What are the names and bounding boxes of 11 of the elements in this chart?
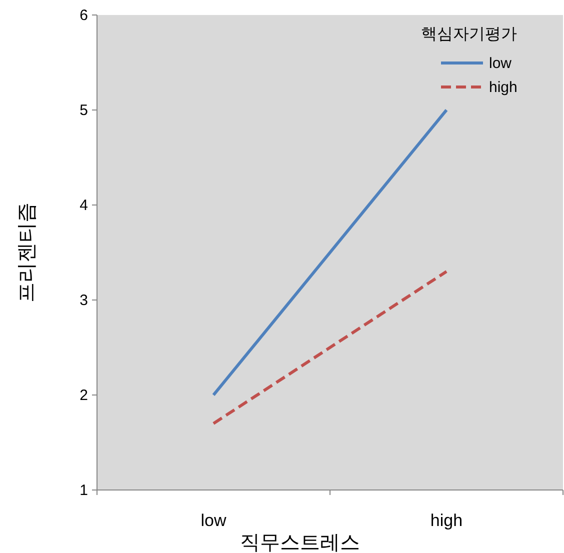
legend-title: 핵심자기평가 bbox=[421, 26, 517, 43]
x-axis-title: 직무스트레스 bbox=[240, 532, 360, 553]
legend-label: low bbox=[489, 55, 512, 72]
y-tick-label: 6 bbox=[80, 7, 88, 24]
y-tick-label: 5 bbox=[80, 102, 88, 119]
y-axis-title: 프리젠티즘 bbox=[16, 202, 38, 302]
y-tick-label: 2 bbox=[80, 387, 88, 404]
y-tick-label: 1 bbox=[80, 482, 88, 499]
legend-label: high bbox=[489, 79, 518, 96]
y-tick-label: 4 bbox=[80, 197, 88, 214]
y-tick-label: 3 bbox=[80, 292, 88, 309]
